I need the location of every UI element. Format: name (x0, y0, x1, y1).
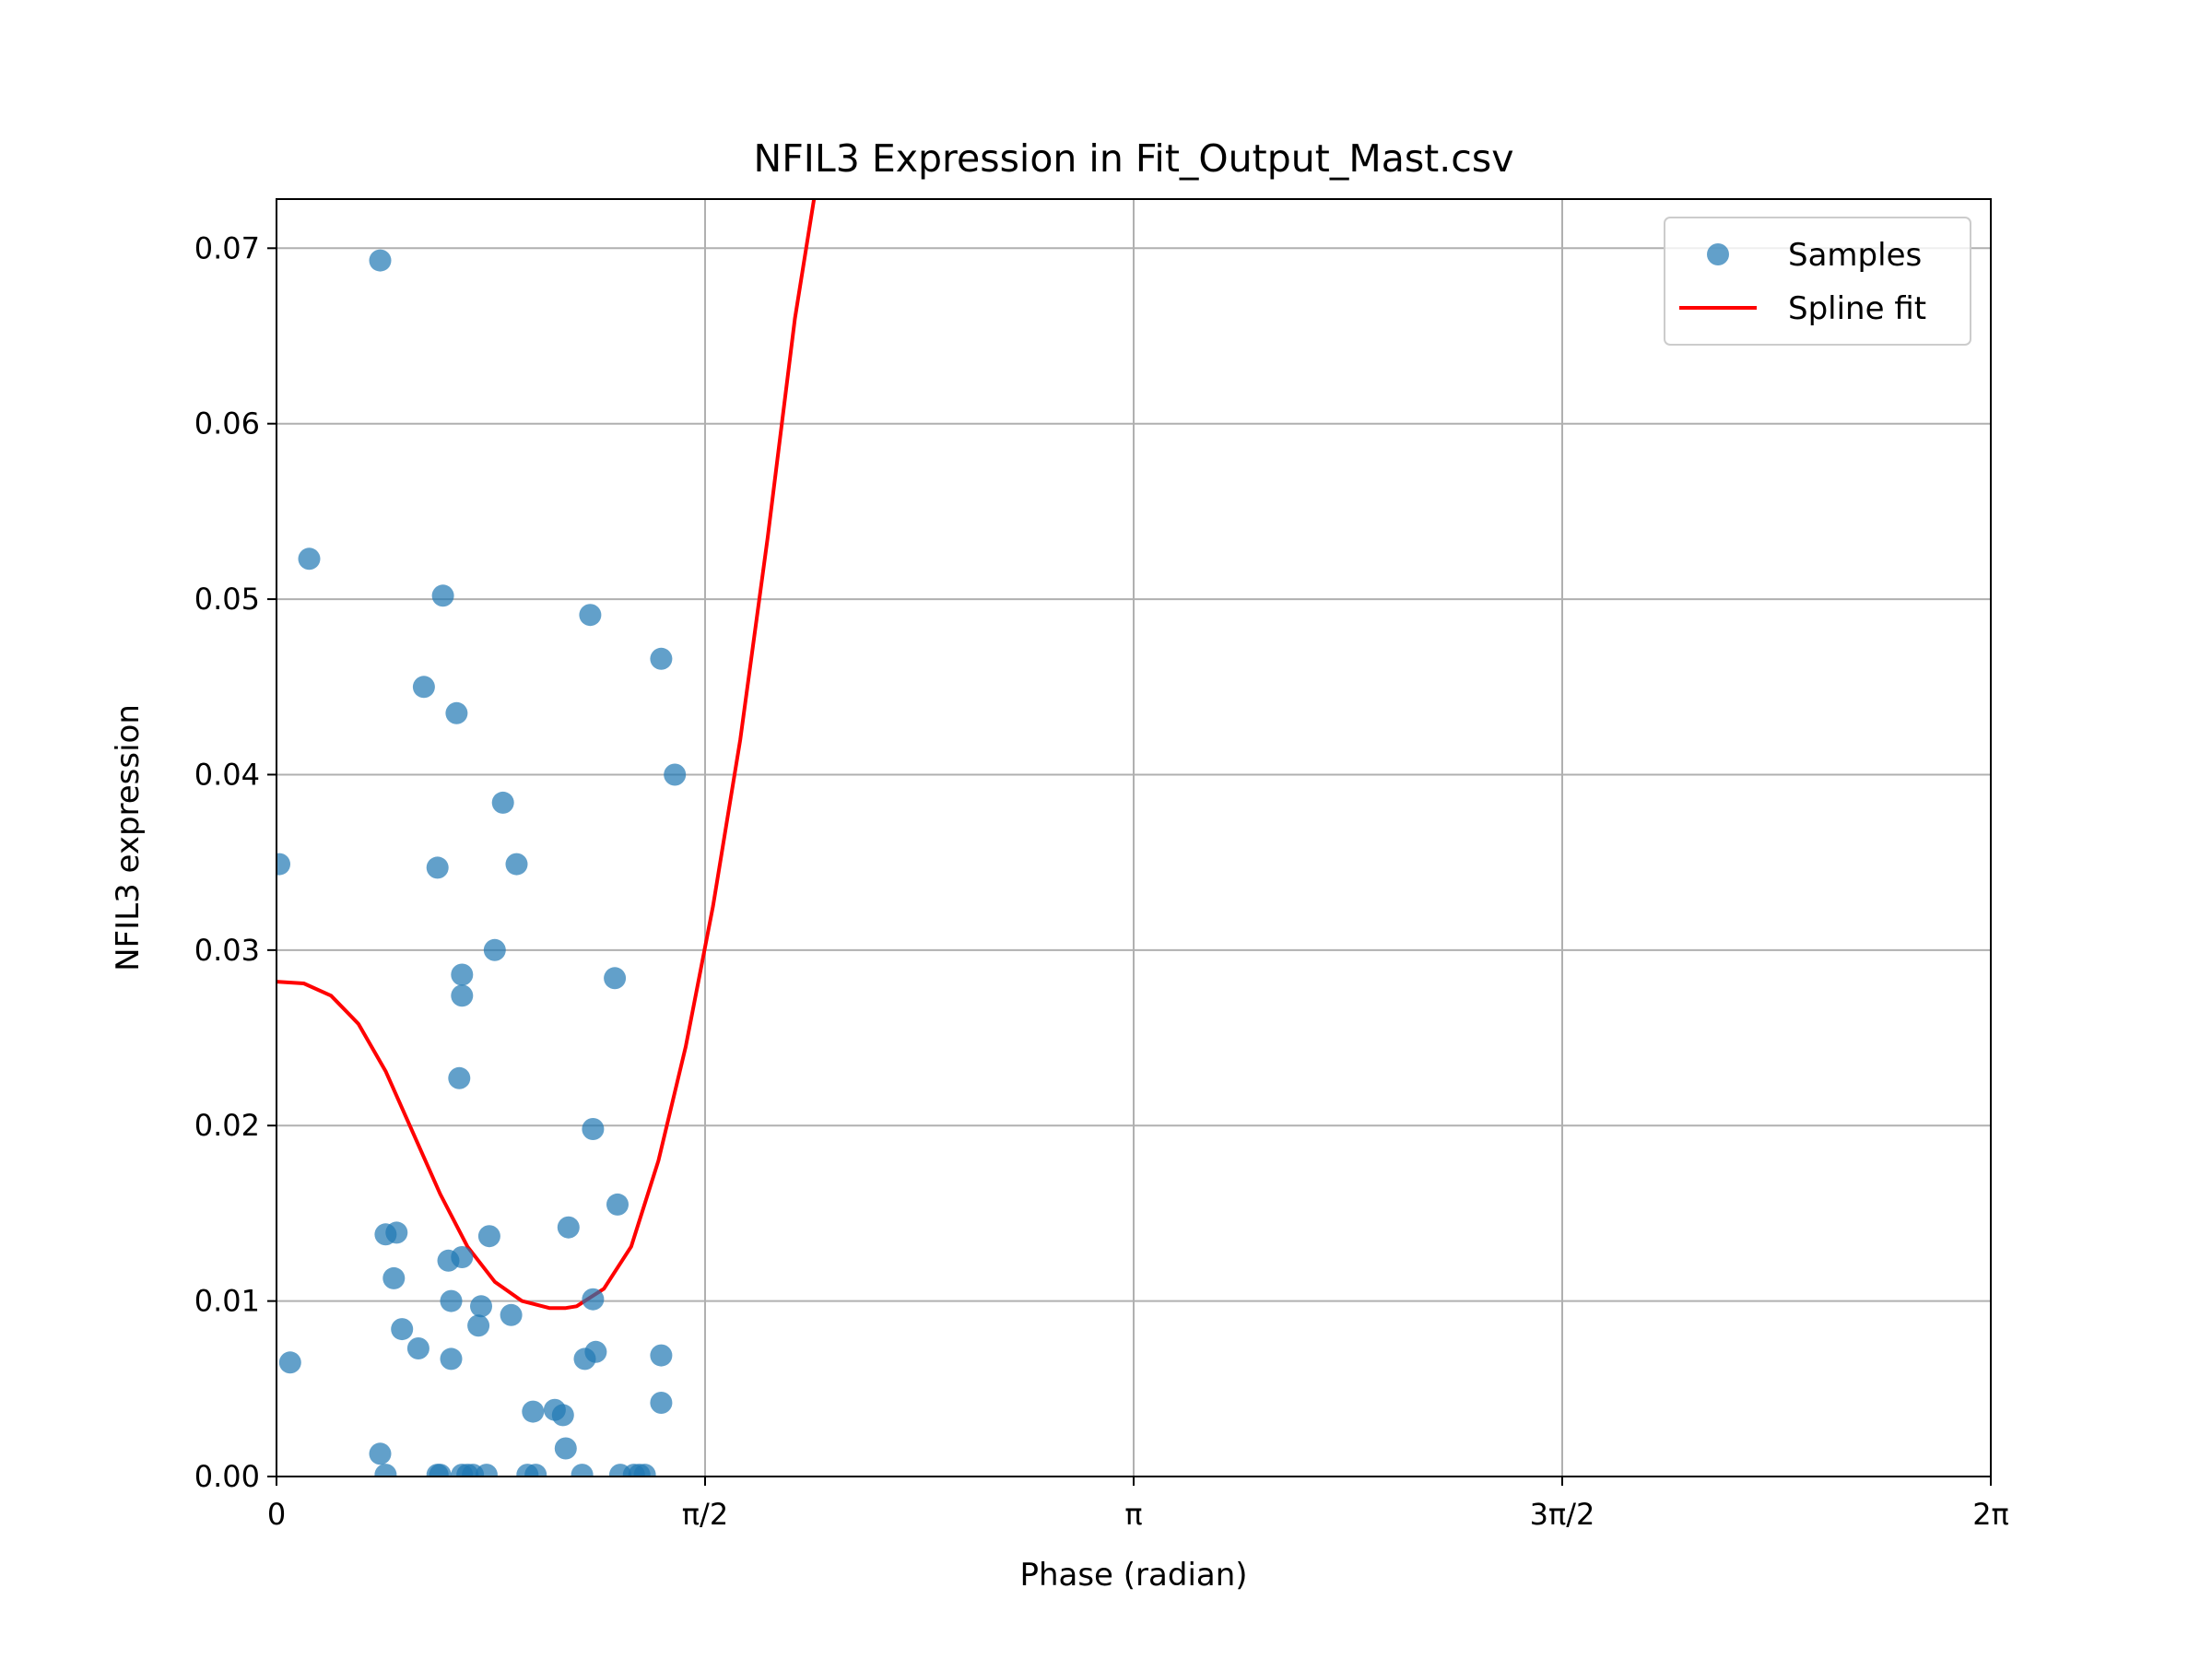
sample-point (451, 984, 474, 1007)
sample-point (650, 1392, 673, 1414)
sample-point (604, 967, 627, 990)
sample-point (451, 963, 474, 986)
y-tick-label: 0.04 (194, 757, 260, 792)
x-tick-label: π/2 (682, 1497, 728, 1532)
sample-point (276, 853, 290, 876)
sample-point (475, 1464, 498, 1477)
sample-point (664, 763, 687, 786)
x-tick-label: 0 (267, 1497, 286, 1532)
sample-point (505, 853, 528, 876)
y-tick-label: 0.03 (194, 933, 260, 968)
sample-point (445, 701, 468, 724)
x-tick-label: 3π/2 (1530, 1497, 1595, 1532)
spline-fit-layer (276, 199, 817, 1311)
y-tick-label: 0.00 (194, 1459, 260, 1494)
sample-point (554, 1437, 577, 1460)
sample-point (477, 1225, 500, 1248)
sample-point (500, 1303, 523, 1326)
y-tick-label: 0.05 (194, 582, 260, 617)
legend-box (1664, 217, 1971, 346)
y-axis-ticks: 0.00 0.01 0.02 0.03 0.04 0.05 0.06 0.07 (194, 230, 276, 1494)
sample-point (650, 647, 673, 670)
sample-point (369, 249, 392, 272)
sample-point (491, 791, 514, 814)
x-axis-ticks: 0 π/2 π 3π/2 2π (267, 1477, 2009, 1532)
sample-point (431, 584, 454, 607)
sample-point (369, 1442, 392, 1465)
sample-point (522, 1400, 545, 1423)
sample-point (571, 1464, 594, 1477)
y-axis-label: NFIL3 expression (110, 704, 147, 971)
sample-point (448, 1066, 471, 1089)
sample-point (298, 547, 321, 571)
sample-point (385, 1221, 408, 1244)
sample-point (382, 1266, 406, 1289)
sample-point (582, 1118, 605, 1140)
sample-point (557, 1216, 580, 1239)
sample-point (451, 1246, 474, 1268)
sample-point (633, 1464, 656, 1477)
sample-point (483, 938, 506, 961)
sample-point (429, 1464, 452, 1477)
chart-title: NFIL3 Expression in Fit_Output_Mast.csv (754, 136, 1514, 181)
sample-point (440, 1347, 463, 1371)
sample-point (606, 1193, 629, 1216)
sample-point (406, 1337, 429, 1359)
sample-point (412, 676, 435, 699)
y-tick-label: 0.06 (194, 406, 260, 441)
legend-samples-label: Samples (1788, 237, 1922, 274)
x-tick-label: 2π (1972, 1497, 2009, 1532)
spline-fit-line (276, 199, 817, 1311)
sample-point (551, 1404, 574, 1427)
sample-point (467, 1314, 490, 1337)
sample-point (524, 1464, 547, 1477)
y-tick-label: 0.01 (194, 1284, 260, 1319)
sample-point (391, 1318, 414, 1341)
sample-point (470, 1295, 492, 1318)
y-tick-label: 0.02 (194, 1108, 260, 1143)
y-tick-label: 0.07 (194, 230, 260, 265)
sample-point (374, 1464, 397, 1477)
sample-point (584, 1340, 607, 1363)
scatter-points-layer (276, 249, 687, 1477)
sample-point (426, 856, 449, 879)
x-axis-label: Phase (radian) (1019, 1557, 1247, 1594)
x-tick-label: π (1124, 1497, 1142, 1532)
legend: Samples Spline fit (1664, 217, 1971, 346)
legend-samples-marker (1707, 243, 1729, 265)
legend-spline-label: Spline fit (1788, 290, 1926, 327)
sample-point (579, 604, 602, 627)
sample-point (440, 1289, 463, 1312)
sample-point (582, 1288, 605, 1311)
sample-point (278, 1351, 301, 1374)
sample-point (650, 1344, 673, 1367)
